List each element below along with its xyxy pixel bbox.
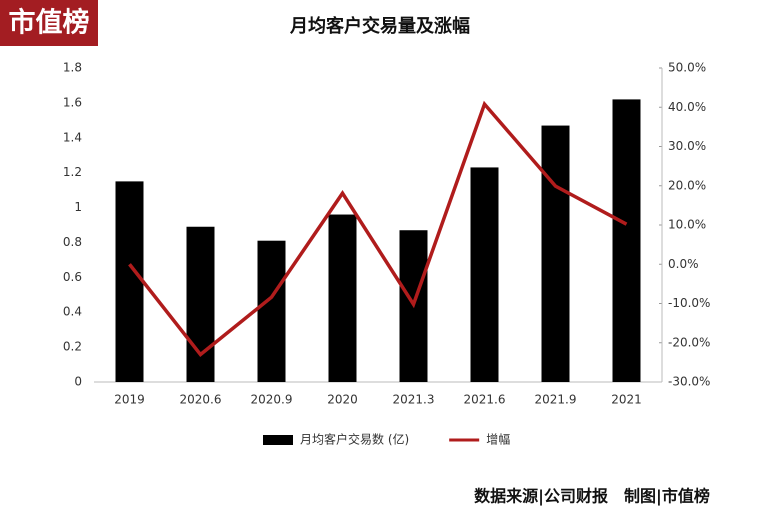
- x-tick-label: 2021.6: [464, 393, 506, 407]
- bar: [186, 226, 215, 382]
- x-tick-label: 2020.6: [180, 393, 222, 407]
- y-tick-label: 1.4: [63, 130, 82, 144]
- x-tick-label: 2019: [114, 393, 145, 407]
- y-tick-label: 1.6: [63, 95, 82, 109]
- y2-tick-label: 10.0%: [668, 218, 706, 232]
- y2-tick-label: -20.0%: [668, 335, 710, 349]
- y-tick-label: 0: [74, 375, 82, 389]
- x-tick-label: 2021.3: [393, 393, 435, 407]
- logo: 市值榜: [9, 7, 90, 39]
- bar: [328, 214, 357, 382]
- y2-tick-label: -10.0%: [668, 296, 710, 310]
- y2-tick-label: 50.0%: [668, 61, 706, 75]
- y-tick-label: 1: [74, 200, 82, 214]
- legend-label: 月均客户交易数 (亿): [300, 432, 409, 447]
- logo-box: [0, 0, 98, 46]
- y2-tick-label: 0.0%: [668, 257, 699, 271]
- bar: [257, 240, 286, 382]
- y2-tick-label: -30.0%: [668, 375, 710, 389]
- bar: [115, 181, 144, 382]
- y-tick-label: 0.2: [63, 340, 82, 354]
- source: 数据来源|公司财报 制图|市值榜: [474, 487, 710, 507]
- bar: [612, 99, 641, 383]
- y-tick-label: 1.8: [63, 61, 82, 75]
- legend-swatch: [263, 435, 293, 445]
- y2-tick-label: 20.0%: [668, 178, 706, 192]
- chart-title: 月均客户交易量及涨幅: [289, 15, 470, 37]
- y2-tick-label: 40.0%: [668, 100, 706, 114]
- y-tick-label: 0.6: [63, 270, 82, 284]
- bar: [470, 167, 499, 382]
- legend-label: 增幅: [486, 432, 510, 447]
- y-tick-label: 1.2: [63, 165, 82, 179]
- x-tick-label: 2020.9: [251, 393, 293, 407]
- bar: [541, 125, 570, 383]
- x-tick-label: 2021: [611, 393, 642, 407]
- x-tick-label: 2021.9: [535, 393, 577, 407]
- x-tick-label: 2020: [327, 393, 358, 407]
- line: [128, 100, 628, 357]
- y2-tick-label: 30.0%: [668, 139, 706, 153]
- y-tick-label: 0.8: [63, 235, 82, 249]
- y-tick-label: 0.4: [63, 305, 82, 319]
